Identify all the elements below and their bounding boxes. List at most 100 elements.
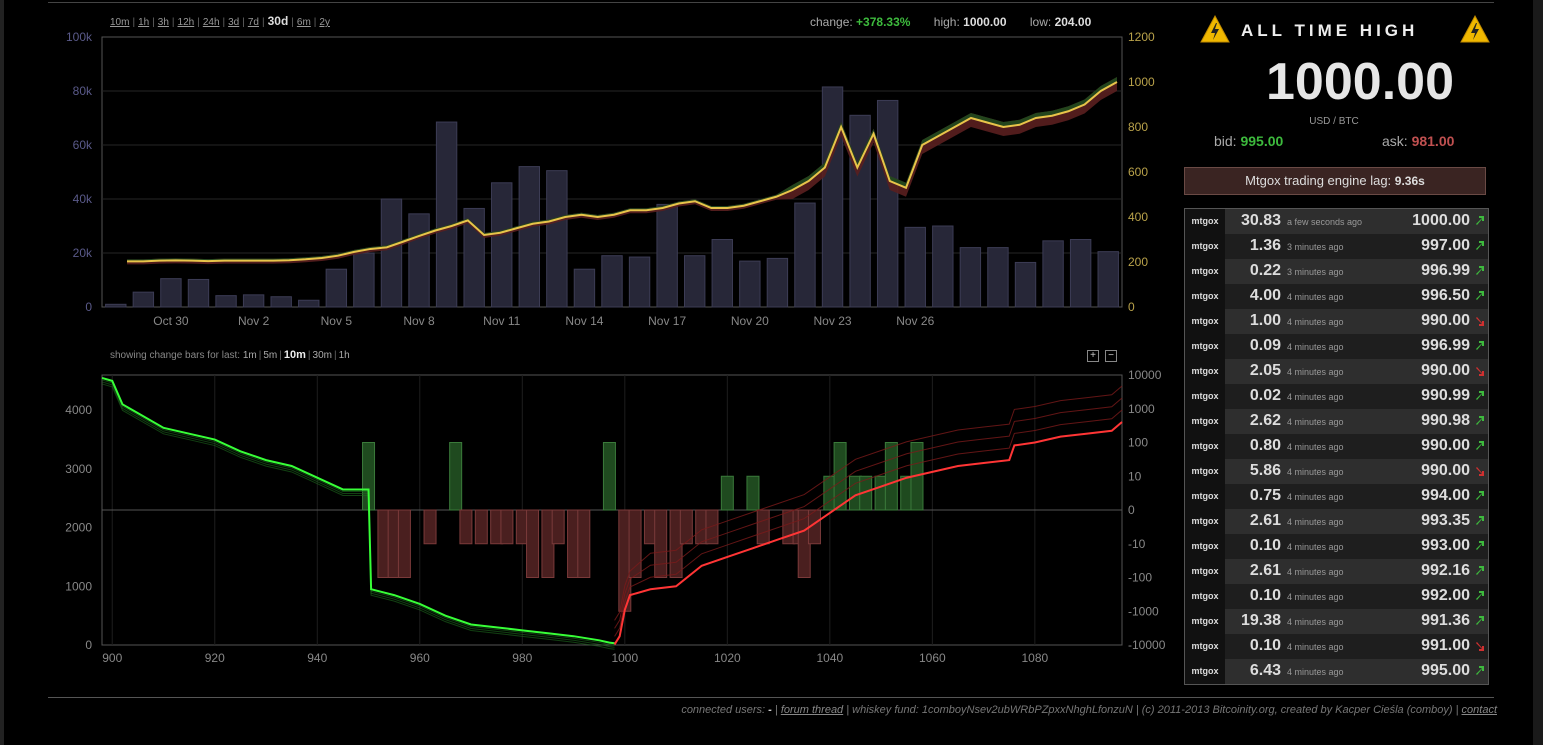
y-left-tick-label: 3000 — [65, 462, 92, 476]
exchange-name: mtgox — [1185, 659, 1225, 684]
change-bars-separator: | — [307, 350, 311, 361]
contact-link[interactable]: contact — [1461, 704, 1497, 716]
trade-row: mtgox 0.10 4 minutes ago 991.00 — [1185, 634, 1488, 659]
change-bar — [526, 509, 540, 578]
range-1h[interactable]: 1h — [138, 17, 150, 28]
arrow-up-icon — [1476, 616, 1484, 625]
depth-chart[interactable]: 900 920 940 960 980 1000 1020 1040 1060 108001000… — [60, 364, 1180, 674]
lag-label: Mtgox trading engine lag: — [1245, 173, 1392, 188]
change-bars-5m[interactable]: 5m — [263, 350, 278, 361]
x-tick-label: Nov 26 — [896, 314, 934, 328]
zoom-out-button[interactable]: − — [1105, 350, 1117, 362]
trade-row: mtgox 2.62 4 minutes ago 990.98 — [1185, 409, 1488, 434]
arrow-up-icon — [1476, 266, 1484, 275]
trade-time: 4 minutes ago — [1287, 542, 1344, 552]
x-tick-label: 900 — [102, 651, 122, 665]
trade-price: 990.00 — [1421, 437, 1470, 454]
bid-label: bid: — [1214, 133, 1237, 149]
trade-row: mtgox 0.80 4 minutes ago 990.00 — [1185, 434, 1488, 459]
x-tick-label: 980 — [512, 651, 532, 665]
trade-time: 4 minutes ago — [1287, 617, 1344, 627]
volume-bar — [1069, 239, 1092, 308]
y-right-tick-label: 600 — [1128, 165, 1148, 179]
range-3d[interactable]: 3d — [228, 17, 240, 28]
exchange-name: mtgox — [1185, 334, 1225, 359]
exchange-name: mtgox — [1185, 234, 1225, 259]
change-bars-separator: | — [333, 350, 337, 361]
arrow-down-icon — [1476, 467, 1484, 476]
y-right-tick-label: -1000 — [1128, 604, 1159, 618]
exchange-name: mtgox — [1185, 209, 1225, 234]
range-30d[interactable]: 30d — [267, 14, 289, 28]
warning-lightning-icon — [1200, 14, 1230, 43]
range-separator: | — [132, 17, 136, 28]
volume-bar — [242, 294, 265, 308]
price-line — [127, 81, 1118, 263]
footer-divider — [48, 697, 1494, 698]
right-edge — [1533, 0, 1543, 745]
volume-bar — [711, 239, 733, 308]
y-left-tick-label: 60k — [73, 138, 93, 152]
x-tick-label: Nov 5 — [321, 314, 353, 328]
y-right-tick-label: 200 — [1128, 255, 1148, 269]
trade-amount: 0.10 — [1249, 537, 1281, 554]
trade-row: mtgox 1.36 3 minutes ago 997.00 — [1185, 234, 1488, 259]
bid-depth-line — [101, 376, 615, 645]
change-bars-1m[interactable]: 1m — [242, 350, 257, 361]
change-bars-1h[interactable]: 1h — [338, 350, 350, 361]
exchange-name: mtgox — [1185, 309, 1225, 334]
change-bar — [720, 475, 734, 511]
period-stats: change: +378.33% high: 1000.00 low: 204.… — [810, 15, 1111, 29]
trade-amount: 1.36 — [1249, 237, 1281, 254]
y-left-tick-label: 2000 — [65, 521, 92, 535]
exchange-name: mtgox — [1185, 384, 1225, 409]
volume-bar — [904, 226, 926, 308]
ask-value: 981.00 — [1411, 133, 1455, 149]
arrow-up-icon — [1476, 291, 1484, 300]
trades-list: mtgox 30.83 a few seconds ago 1000.00 mtgox 1… — [1184, 208, 1489, 685]
range-7d[interactable]: 7d — [247, 17, 259, 28]
trade-amount: 0.10 — [1249, 587, 1281, 604]
forum-thread-link[interactable]: forum thread — [780, 704, 844, 716]
connected-users-value: - — [768, 704, 772, 716]
x-tick-label: 1040 — [816, 651, 843, 665]
change-bars-10m[interactable]: 10m — [283, 349, 306, 361]
trade-time: 4 minutes ago — [1287, 667, 1344, 677]
range-separator: | — [291, 17, 294, 28]
volume-bar — [573, 268, 596, 308]
range-10m[interactable]: 10m — [110, 17, 130, 28]
range-selector: 10m | 1h | 3h | 12h | 24h | 3d | 7d | 30d | 6m | 2y — [110, 14, 330, 28]
y-right-tick-label: 400 — [1128, 210, 1148, 224]
trade-row: mtgox 19.38 4 minutes ago 991.36 — [1185, 609, 1488, 634]
ask-depth-shadow — [614, 397, 1123, 629]
x-tick-label: Nov 14 — [565, 314, 603, 328]
trade-row: mtgox 0.10 4 minutes ago 992.00 — [1185, 584, 1488, 609]
range-6m[interactable]: 6m — [296, 17, 311, 28]
price-volume-chart[interactable]: 0 20k 40k 60k 80k 100k 0 200 400 600 800 1000 1200 Oc… — [60, 28, 1180, 333]
range-12h[interactable]: 12h — [177, 17, 195, 28]
y-right-tick-label: 800 — [1128, 120, 1148, 134]
trade-price: 992.00 — [1421, 587, 1470, 604]
trade-time: 3 minutes ago — [1287, 242, 1344, 252]
volume-bar — [766, 257, 789, 308]
arrow-up-icon — [1476, 241, 1484, 250]
volume-bar — [1042, 240, 1064, 308]
trade-row: mtgox 2.61 4 minutes ago 993.35 — [1185, 509, 1488, 534]
trade-amount: 2.62 — [1249, 412, 1281, 429]
trade-row: mtgox 0.10 4 minutes ago 993.00 — [1185, 534, 1488, 559]
zoom-in-button[interactable]: + — [1087, 350, 1099, 362]
y-right-tick-label: 10 — [1128, 469, 1142, 483]
range-2y[interactable]: 2y — [319, 17, 330, 28]
trade-time: 4 minutes ago — [1287, 492, 1344, 502]
volume-bar — [601, 255, 623, 308]
change-bars-30m[interactable]: 30m — [312, 350, 332, 361]
trade-row: mtgox 1.00 4 minutes ago 990.00 — [1185, 309, 1488, 334]
y-right-tick-label: 0 — [1128, 300, 1135, 314]
arrow-up-icon — [1476, 566, 1484, 575]
range-24h[interactable]: 24h — [202, 17, 220, 28]
range-3h[interactable]: 3h — [157, 17, 169, 28]
volume-bar — [987, 247, 1009, 308]
exchange-name: mtgox — [1185, 409, 1225, 434]
change-bar — [628, 509, 642, 578]
volume-bar — [739, 260, 761, 308]
